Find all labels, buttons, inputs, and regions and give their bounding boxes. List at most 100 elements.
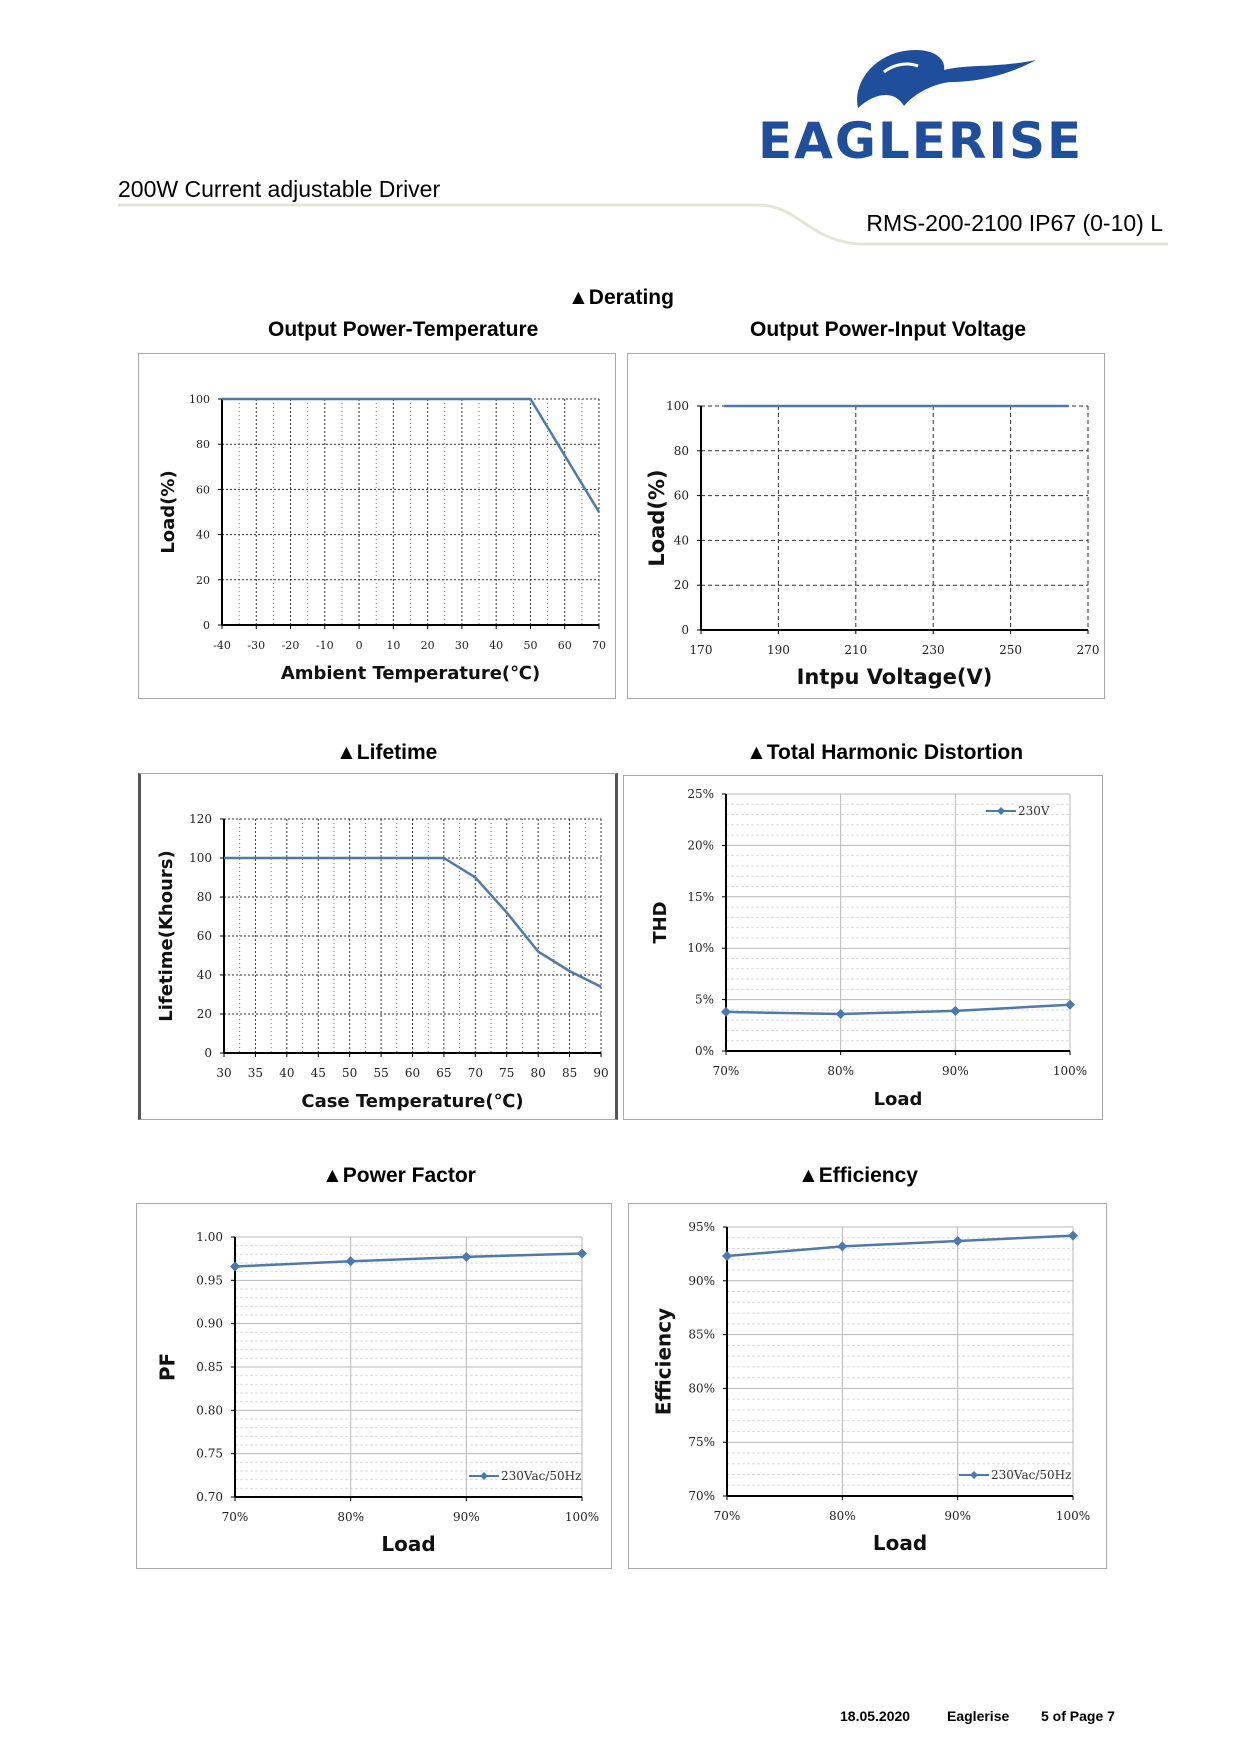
section-title-efficiency: ▲Efficiency xyxy=(798,1164,918,1187)
x-tick-label: 70% xyxy=(713,1064,740,1078)
footer-date: 18.05.2020 xyxy=(840,1708,911,1724)
x-tick-label: 80% xyxy=(337,1510,364,1524)
y-tick-label: 80 xyxy=(197,890,212,904)
legend-marker xyxy=(970,1471,978,1479)
y-axis-label: Efficiency xyxy=(652,1308,676,1415)
x-tick-label: -10 xyxy=(316,639,334,652)
x-axis-label: Intpu Voltage(V) xyxy=(797,665,993,689)
chart-lifetime: 30 35 40 45 50 55 60 65 70 75 80 85 90 0 20 40 60 80 100 12… xyxy=(156,812,609,1112)
series-line xyxy=(726,1234,1074,1258)
x-tick-label: 70 xyxy=(468,1066,483,1080)
x-axis-label: Load xyxy=(873,1531,927,1555)
y-tick-label: 10% xyxy=(687,941,714,955)
y-axis-label: Load(%) xyxy=(645,469,669,566)
header-divider xyxy=(118,203,1168,246)
y-tick-label: 80 xyxy=(674,444,689,458)
x-tick-label: 70 xyxy=(592,639,606,652)
y-tick-label: 100 xyxy=(189,393,210,406)
y-tick-label: 0.90 xyxy=(196,1317,223,1331)
y-tick-label: 0% xyxy=(695,1044,714,1058)
chart-panel-power-factor: 70% 80% 90% 100% 0.70 0.75 0.80 0.85 0.90 0.95 1.0… xyxy=(136,1203,612,1569)
y-tick-label: 85% xyxy=(688,1328,715,1342)
y-tick-label: 80 xyxy=(196,438,210,451)
x-tick-label: 75 xyxy=(499,1066,514,1080)
y-tick-label: 20 xyxy=(197,1007,212,1021)
legend-marker xyxy=(997,807,1005,815)
chart-power-factor: 70% 80% 90% 100% 0.70 0.75 0.80 0.85 0.90 0.95 1.0… xyxy=(156,1230,600,1556)
logo-text: EAGLERISE xyxy=(758,112,1084,170)
x-tick-label: 100% xyxy=(1053,1064,1087,1078)
x-tick-label: 70% xyxy=(222,1510,249,1524)
y-tick-label: 0 xyxy=(681,623,689,637)
y-tick-label: 120 xyxy=(189,812,212,826)
model-number: RMS-200-2100 IP67 (0-10) L xyxy=(866,210,1163,236)
x-tick-label: -20 xyxy=(282,639,300,652)
y-tick-label: 0.80 xyxy=(196,1403,223,1417)
x-tick-label: 100% xyxy=(565,1510,599,1524)
y-tick-label: 100 xyxy=(666,399,689,413)
y-tick-label: 15% xyxy=(687,890,714,904)
x-tick-label: 270 xyxy=(1077,643,1100,657)
x-tick-label: 210 xyxy=(844,643,867,657)
y-tick-label: 20 xyxy=(196,574,210,587)
x-tick-label: 90% xyxy=(453,1510,480,1524)
x-tick-label: 40 xyxy=(279,1066,294,1080)
data-point-marker xyxy=(835,1008,846,1019)
eaglerise-logo-eagle-icon xyxy=(857,50,1036,108)
chart-output-power-temperature: -40 -30 -20 -10 0 10 20 30 40 50 60 70 0 20 40 60 80 100 A… xyxy=(158,393,606,684)
data-point-marker xyxy=(1065,999,1075,1010)
y-tick-label: 1.00 xyxy=(196,1230,223,1244)
x-tick-label: 170 xyxy=(690,643,713,657)
legend-label: 230V xyxy=(1018,804,1050,818)
y-tick-label: 5% xyxy=(695,993,714,1007)
x-tick-label: -30 xyxy=(247,639,265,652)
y-tick-label: 40 xyxy=(196,529,210,542)
chart-thd: 70% 80% 90% 100% 0% 5% 10% 15% 20% 25% Load THD 230V xyxy=(650,787,1087,1110)
chart-panel-lifetime: 30 35 40 45 50 55 60 65 70 75 80 85 90 0 20 40 60 80 100 12… xyxy=(138,773,618,1120)
x-tick-label: 90 xyxy=(593,1066,608,1080)
x-axis-label: Ambient Temperature(℃) xyxy=(281,663,540,684)
data-point-marker xyxy=(345,1256,356,1267)
chart-panel-efficiency: 70% 80% 90% 100% 70% 75% 80% 85% 90% 95% Load Effic… xyxy=(628,1203,1107,1569)
x-axis-label: Case Temperature(℃) xyxy=(301,1091,523,1112)
x-tick-label: 90% xyxy=(944,1509,971,1523)
data-point-marker xyxy=(722,1251,732,1262)
x-tick-label: 85 xyxy=(562,1066,577,1080)
x-tick-label: -40 xyxy=(213,639,231,652)
y-axis-label: Load(%) xyxy=(158,470,179,553)
x-tick-label: 40 xyxy=(489,639,503,652)
data-point-marker xyxy=(1068,1230,1078,1241)
y-tick-label: 90% xyxy=(688,1274,715,1288)
chart-panel-output-power-input-voltage: 170 190 210 230 250 270 0 20 40 60 80 100 Intpu Volt… xyxy=(627,353,1105,699)
data-point-marker xyxy=(950,1005,961,1016)
chart-title-output-power-input-voltage: Output Power-Input Voltage xyxy=(750,318,1027,341)
x-tick-label: 100% xyxy=(1056,1509,1090,1523)
x-tick-label: 30 xyxy=(216,1066,231,1080)
x-tick-label: 80 xyxy=(531,1066,546,1080)
y-tick-label: 95% xyxy=(688,1220,715,1234)
footer-page: 5 of Page 7 xyxy=(1041,1708,1115,1724)
x-tick-label: 50 xyxy=(523,639,537,652)
y-tick-label: 60 xyxy=(197,929,212,943)
legend-label: 230Vac/50Hz xyxy=(991,1468,1071,1482)
x-tick-label: 90% xyxy=(942,1064,969,1078)
legend-label: 230Vac/50Hz xyxy=(501,1469,581,1483)
x-tick-label: 35 xyxy=(248,1066,263,1080)
y-tick-label: 70% xyxy=(688,1489,715,1503)
y-tick-label: 75% xyxy=(688,1435,715,1449)
data-point-marker xyxy=(952,1235,963,1246)
x-axis-label: Load xyxy=(381,1532,435,1556)
x-tick-label: 80% xyxy=(829,1509,856,1523)
series-line xyxy=(224,856,602,988)
y-tick-label: 20% xyxy=(687,838,714,852)
y-axis-label: PF xyxy=(156,1353,180,1381)
x-tick-label: 50 xyxy=(342,1066,357,1080)
y-tick-label: 0 xyxy=(203,619,210,632)
x-tick-label: 65 xyxy=(436,1066,451,1080)
data-point-marker xyxy=(230,1261,240,1272)
x-tick-label: 10 xyxy=(386,639,400,652)
footer-company: Eaglerise xyxy=(947,1708,1010,1724)
chart-efficiency: 70% 80% 90% 100% 70% 75% 80% 85% 90% 95% Load Effic… xyxy=(652,1220,1091,1555)
y-tick-label: 60 xyxy=(674,489,689,503)
chart-output-power-input-voltage: 170 190 210 230 250 270 0 20 40 60 80 100 Intpu Volt… xyxy=(645,399,1100,689)
